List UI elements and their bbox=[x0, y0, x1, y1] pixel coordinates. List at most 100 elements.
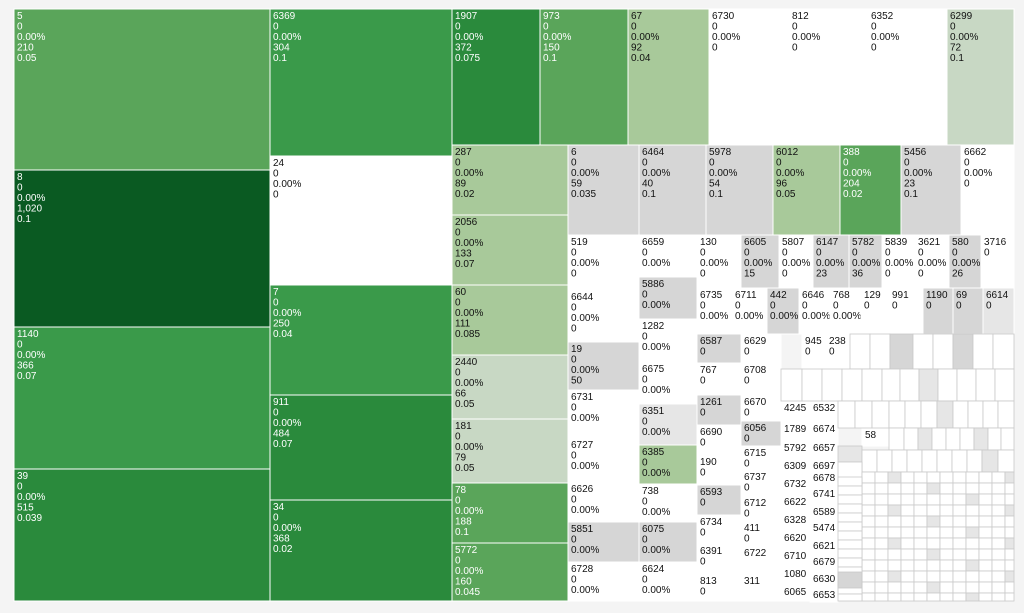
treemap-cell[interactable]: 1789 bbox=[780, 421, 811, 442]
treemap-cell[interactable]: 6710 bbox=[780, 548, 811, 568]
treemap-cell[interactable]: 311 bbox=[740, 573, 782, 602]
treemap-cell[interactable]: 6741 bbox=[809, 486, 839, 506]
treemap-cell[interactable]: 600.00%590.035 bbox=[567, 144, 640, 236]
treemap-cell[interactable]: 6722 bbox=[740, 545, 782, 575]
treemap-cell[interactable]: 6589 bbox=[809, 504, 839, 524]
treemap-cell[interactable]: 6620 bbox=[780, 530, 811, 550]
treemap-cell[interactable]: 6328 bbox=[780, 512, 811, 532]
treemap-cell[interactable]: 6679 bbox=[809, 554, 839, 574]
treemap-cell[interactable]: 6678 bbox=[809, 470, 839, 490]
treemap-cell[interactable]: 58 bbox=[861, 427, 890, 447]
treemap-cell[interactable]: 6621 bbox=[809, 538, 839, 558]
treemap-cell[interactable]: 6532 bbox=[809, 400, 839, 423]
treemap-cell[interactable]: 6653 bbox=[809, 587, 839, 603]
treemap-cell[interactable]: 6065 bbox=[780, 584, 811, 602]
treemap-cell[interactable]: 5792 bbox=[780, 440, 811, 460]
treemap-cell[interactable]: 1080 bbox=[780, 566, 811, 586]
treemap-cell[interactable]: 6630 bbox=[809, 571, 839, 589]
treemap-cell[interactable]: 6674 bbox=[809, 421, 839, 442]
treemap-cell[interactable]: 6732 bbox=[780, 476, 811, 496]
treemap-cell[interactable]: 4245 bbox=[780, 400, 811, 423]
treemap-cell[interactable]: 6309 bbox=[780, 458, 811, 478]
